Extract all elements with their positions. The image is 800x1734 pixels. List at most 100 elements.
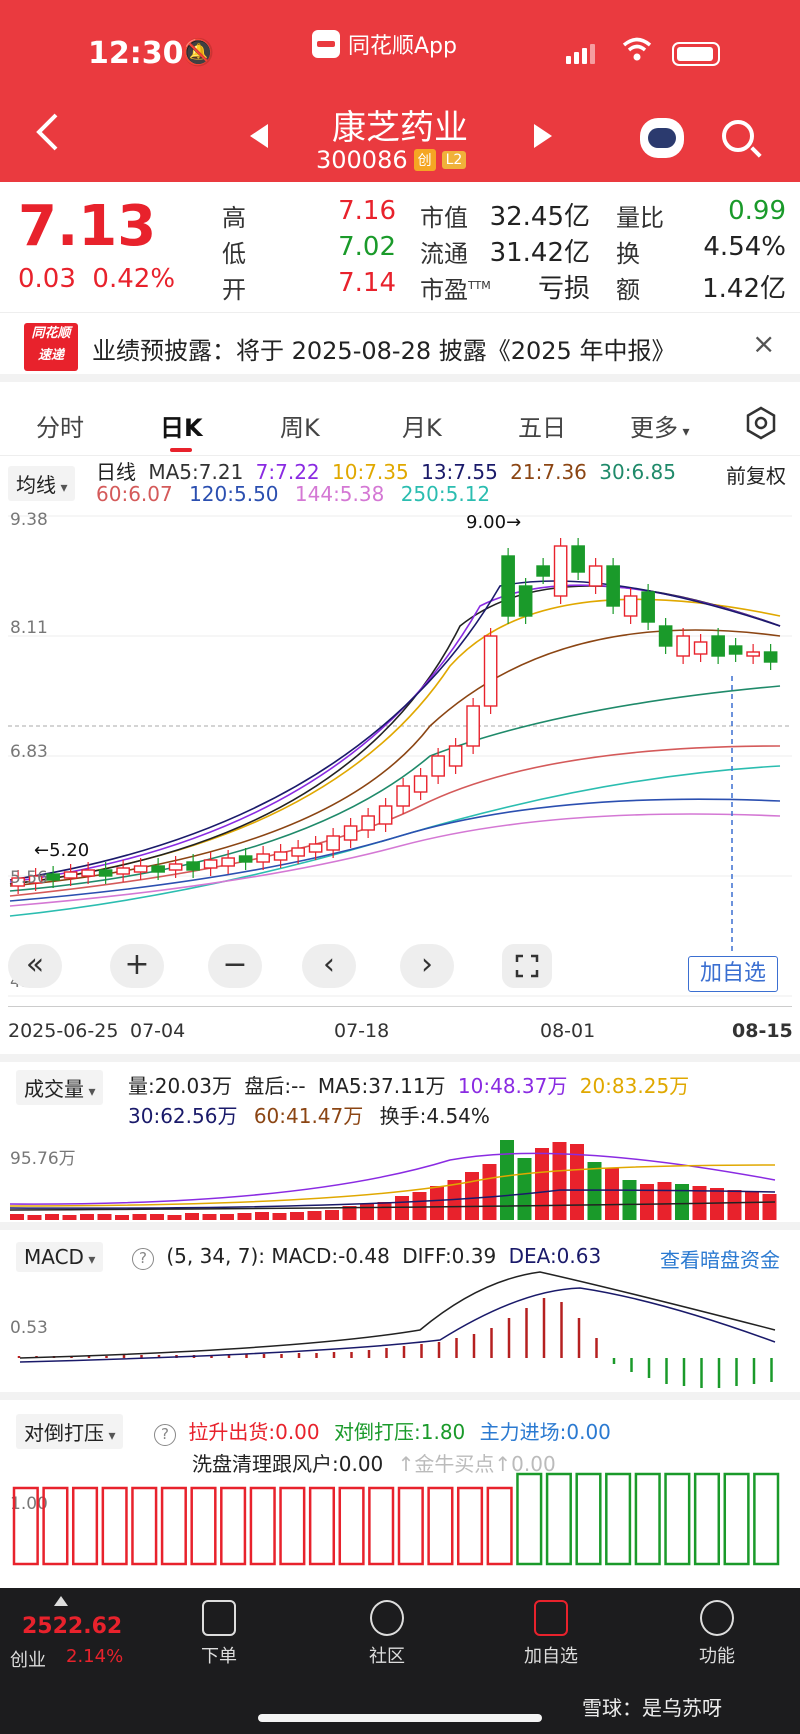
ma-daily-label: 日线 <box>96 460 136 484</box>
tab-intraday[interactable]: 分时 <box>36 414 84 442</box>
signal-icon <box>566 44 595 64</box>
candle-body <box>728 645 743 655</box>
float-label: 流通 <box>420 240 468 268</box>
after-hours-value: 盘后:-- <box>244 1074 306 1098</box>
vol-ma30-line <box>9 1189 776 1209</box>
vol-ma5: MA5:37.11万 <box>317 1074 446 1098</box>
chart-tabs: 分时 日K 周K 月K 五日 更多 ▾ <box>0 390 800 456</box>
duidao-bar <box>368 1486 395 1566</box>
macd-chart[interactable] <box>0 1270 800 1390</box>
notice-logo: 同花顺 速递 <box>24 323 78 371</box>
ma10-value: 10:7.35 <box>332 460 409 484</box>
duidao-bar <box>693 1472 721 1566</box>
ma30-line <box>9 685 781 892</box>
volume-bar <box>727 1190 742 1220</box>
next-stock-arrow-icon[interactable] <box>534 124 552 148</box>
index-value[interactable]: 2522.62 <box>22 1614 123 1639</box>
chuang-badge: 创 <box>413 149 436 171</box>
pan-right-icon[interactable]: › <box>400 944 454 988</box>
jinniu-value: ↑金牛买点↑0.00 <box>397 1452 556 1476</box>
tab-daily-k[interactable]: 日K <box>160 414 203 442</box>
amount-value: 1.42亿 <box>702 274 786 304</box>
home-indicator[interactable] <box>258 1714 542 1722</box>
volume-selector[interactable]: 成交量 <box>16 1070 104 1105</box>
ma-selector[interactable]: 均线 <box>8 466 76 501</box>
search-icon[interactable] <box>722 120 754 152</box>
candle-body <box>63 871 78 879</box>
candle-body <box>676 635 690 657</box>
expand-up-icon[interactable] <box>54 1596 68 1606</box>
ma5-value: MA5:7.21 <box>148 460 244 484</box>
tab-weekly-k[interactable]: 周K <box>280 414 320 442</box>
zoom-in-icon[interactable]: + <box>110 944 164 988</box>
tab-five-day[interactable]: 五日 <box>518 414 566 442</box>
macd-selector[interactable]: MACD <box>16 1242 104 1272</box>
vol-ma20: 20:83.25万 <box>579 1074 690 1098</box>
adjust-mode-label[interactable]: 前复权 <box>726 464 786 488</box>
nav-add-watch[interactable]: 加自选 <box>506 1600 596 1668</box>
add-watchlist-button[interactable]: 加自选 <box>688 956 778 992</box>
pe-label: 市盈TTM <box>420 270 491 305</box>
help-icon[interactable]: ? <box>132 1248 154 1270</box>
candle-body <box>553 545 568 597</box>
nav-community[interactable]: 社区 <box>342 1600 432 1668</box>
ma250-line <box>9 765 781 917</box>
kline-chart[interactable]: 9.00→ ←5.20 <box>0 506 800 1006</box>
y-label-3: 6.83 <box>10 742 48 762</box>
candle-body <box>168 863 183 871</box>
duidao-selector[interactable]: 对倒打压 <box>16 1414 124 1449</box>
candle-body <box>116 867 130 875</box>
notice-logo-bottom: 速递 <box>37 348 64 363</box>
help-icon[interactable]: ? <box>154 1424 176 1446</box>
high-value: 7.16 <box>338 196 396 226</box>
app-logo-icon <box>312 30 340 58</box>
volume-bar <box>290 1212 304 1220</box>
nav-order[interactable]: 下单 <box>174 1600 264 1668</box>
tab-more[interactable]: 更多 ▾ <box>630 408 689 443</box>
level2-badge: L2 <box>441 151 467 169</box>
volume-bar <box>605 1168 619 1220</box>
candle-body <box>221 857 235 867</box>
nav-order-label: 下单 <box>201 1646 237 1667</box>
index-pct: 2.14% <box>66 1646 124 1667</box>
duidao-bar <box>723 1472 750 1566</box>
candle-body <box>746 651 760 657</box>
volume-bar <box>482 1164 497 1220</box>
volume-bar <box>45 1214 59 1220</box>
dark-pool-link[interactable]: 查看暗盘资金 <box>660 1248 780 1272</box>
candle-body <box>11 877 25 887</box>
fullscreen-icon[interactable] <box>502 944 552 988</box>
close-icon[interactable]: × <box>752 327 776 360</box>
y-label-4: 5.56 <box>10 868 48 888</box>
volume-bar <box>272 1213 287 1220</box>
order-document-icon <box>202 1600 236 1636</box>
duidao-bar <box>131 1486 158 1566</box>
zoom-out-left-icon[interactable]: « <box>8 944 62 988</box>
diff-value: DIFF:0.39 <box>402 1244 497 1268</box>
robot-assistant-icon[interactable] <box>640 118 684 158</box>
duidao-chart[interactable] <box>0 1440 800 1568</box>
earnings-notice-banner[interactable]: 同花顺 速递 业绩预披露：将于 2025-08-28 披露《2025 年中报》 … <box>0 312 800 382</box>
volume-bar <box>640 1184 654 1220</box>
back-chevron-icon[interactable] <box>34 112 60 160</box>
volume-bar <box>10 1214 24 1220</box>
settings-hexagon-icon[interactable] <box>744 406 778 440</box>
nav-functions[interactable]: 功能 <box>672 1600 762 1668</box>
volume-bar <box>657 1182 672 1220</box>
duidao-row-2: 洗盘清理跟风户:0.00 ↑金牛买点↑0.00 <box>192 1448 556 1477</box>
volume-row-2: 30:62.56万 60:41.47万 换手:4.54% <box>128 1100 490 1129</box>
section-divider <box>0 1054 800 1062</box>
wifi-icon <box>622 36 652 69</box>
volume-bar <box>675 1184 689 1220</box>
vol-turnover: 换手:4.54% <box>379 1104 490 1128</box>
volume-bar <box>395 1196 409 1220</box>
volume-chart[interactable] <box>0 1120 800 1222</box>
pan-left-icon[interactable]: ‹ <box>302 944 356 988</box>
zoom-out-icon[interactable]: − <box>208 944 262 988</box>
candle-body <box>606 565 620 607</box>
volume-bar <box>62 1215 77 1220</box>
bell-muted-icon: 🔕 <box>182 38 215 68</box>
volume-bar <box>237 1213 252 1220</box>
tab-monthly-k[interactable]: 月K <box>402 414 442 442</box>
prev-stock-arrow-icon[interactable] <box>250 124 268 148</box>
